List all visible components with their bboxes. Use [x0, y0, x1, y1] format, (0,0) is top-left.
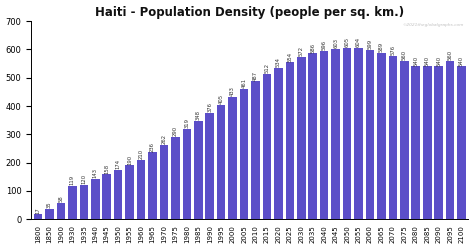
Text: 405: 405	[219, 94, 224, 104]
Text: 560: 560	[402, 50, 407, 60]
Bar	[423, 66, 431, 219]
Bar	[137, 160, 146, 219]
Text: 540: 540	[436, 56, 441, 65]
Bar	[434, 66, 443, 219]
Bar	[194, 121, 202, 219]
Bar	[251, 81, 260, 219]
Text: 210: 210	[138, 149, 144, 159]
Bar	[400, 61, 409, 219]
Text: 540: 540	[425, 56, 430, 65]
Text: 143: 143	[93, 168, 98, 178]
Text: 540: 540	[459, 56, 464, 65]
Bar	[56, 203, 65, 219]
Text: 319: 319	[184, 118, 189, 128]
Text: 461: 461	[242, 78, 246, 88]
Text: 174: 174	[116, 159, 121, 169]
Bar	[389, 56, 397, 219]
Bar	[160, 145, 168, 219]
Bar	[285, 62, 294, 219]
Text: 236: 236	[150, 142, 155, 152]
Text: 512: 512	[264, 63, 270, 73]
Text: 119: 119	[70, 175, 75, 185]
Bar	[240, 89, 248, 219]
Text: 534: 534	[276, 57, 281, 67]
Text: 540: 540	[413, 56, 418, 65]
Title: Haiti - Population Density (people per sq. km.): Haiti - Population Density (people per s…	[95, 5, 404, 19]
Text: ©2021theglobalgraphs.com: ©2021theglobalgraphs.com	[403, 23, 464, 27]
Text: 572: 572	[299, 46, 304, 57]
Text: 190: 190	[127, 154, 132, 165]
Bar	[366, 50, 374, 219]
Bar	[114, 170, 122, 219]
Bar	[102, 175, 111, 219]
Text: 589: 589	[379, 42, 384, 52]
Text: 603: 603	[333, 38, 338, 48]
Text: 376: 376	[207, 102, 212, 112]
Bar	[320, 51, 328, 219]
Bar	[171, 137, 180, 219]
Bar	[331, 49, 340, 219]
Bar	[297, 57, 306, 219]
Text: 604: 604	[356, 37, 361, 47]
Text: 348: 348	[196, 110, 201, 120]
Bar	[309, 53, 317, 219]
Text: 554: 554	[287, 52, 292, 62]
Bar	[80, 185, 88, 219]
Bar	[34, 214, 42, 219]
Text: 487: 487	[253, 70, 258, 80]
Bar	[457, 66, 466, 219]
Bar	[354, 48, 363, 219]
Bar	[205, 113, 214, 219]
Text: 290: 290	[173, 126, 178, 136]
Bar	[228, 97, 237, 219]
Text: 17: 17	[36, 207, 40, 214]
Text: 586: 586	[310, 42, 315, 53]
Text: 596: 596	[322, 40, 327, 50]
Bar	[274, 68, 283, 219]
Bar	[148, 152, 157, 219]
Bar	[182, 129, 191, 219]
Bar	[343, 48, 351, 219]
Bar	[91, 179, 100, 219]
Text: 262: 262	[162, 134, 166, 144]
Bar	[446, 61, 455, 219]
Text: 560: 560	[447, 50, 453, 60]
Bar	[68, 186, 77, 219]
Bar	[411, 66, 420, 219]
Text: 120: 120	[82, 174, 86, 185]
Text: 605: 605	[345, 37, 350, 47]
Text: 433: 433	[230, 86, 235, 96]
Bar	[263, 74, 271, 219]
Bar	[217, 105, 226, 219]
Text: 58: 58	[58, 195, 64, 202]
Bar	[45, 209, 54, 219]
Bar	[125, 165, 134, 219]
Text: 158: 158	[104, 164, 109, 174]
Bar	[377, 53, 386, 219]
Text: 35: 35	[47, 202, 52, 208]
Text: 599: 599	[367, 39, 373, 49]
Text: 576: 576	[391, 45, 395, 55]
